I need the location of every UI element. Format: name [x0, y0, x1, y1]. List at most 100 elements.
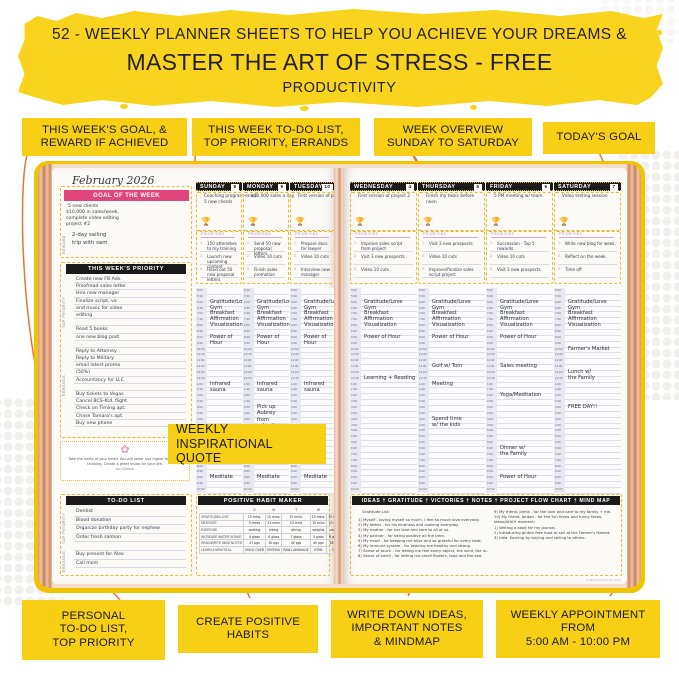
- day-schedule-grid[interactable]: 5:00 5:30 6:00 6:30 7:00 7:30 8:00 8:30 9:00 9:30…: [350, 288, 417, 494]
- day-priority-row[interactable]: 3. Finish sales promotion: [247, 266, 285, 278]
- day-header-sunday[interactable]: SUNDAY 8: [196, 182, 242, 191]
- schedule-event[interactable]: Farmer's Market: [568, 345, 610, 352]
- callout-appointments[interactable]: WEEKLY APPOINTMENT FROM 5:00 AM - 10:00 …: [496, 600, 660, 658]
- habit-row[interactable]: LEARN A NEW SKILL VOICE OVER EDITING RAW LA…: [199, 546, 335, 554]
- todo-item[interactable]: Dentist: [74, 508, 186, 517]
- priority-item[interactable]: Buy tickets to Vegas: [74, 391, 186, 399]
- todo-item[interactable]: Order fresh salmon: [74, 534, 186, 543]
- todo-item[interactable]: Blood donation: [74, 517, 186, 526]
- schedule-event[interactable]: Dinner w/ the Family: [500, 444, 527, 458]
- habit-cell[interactable]: EDITING: [265, 546, 283, 554]
- schedule-event[interactable]: Gratitude/Love: [210, 298, 249, 305]
- schedule-event[interactable]: Gym: [432, 304, 445, 311]
- habit-cell[interactable]: 5 times: [242, 519, 267, 528]
- habit-row[interactable]: INCREASE WATER INTAKE 4 glass 6 glass 7 gla…: [199, 532, 335, 541]
- schedule-event[interactable]: Affirmation: [500, 316, 529, 323]
- habit-cell[interactable]: 47 pgs: [242, 539, 267, 548]
- schedule-event[interactable]: Gratitude/Love: [257, 298, 296, 305]
- schedule-event[interactable]: Visualization: [210, 322, 243, 329]
- callout-goal-reward[interactable]: THIS WEEK'S GOAL, & REWARD IF ACHIEVED: [22, 118, 187, 156]
- schedule-event[interactable]: Breakfast: [500, 310, 525, 317]
- habit-cell[interactable]: 40 pgs: [309, 539, 328, 548]
- habit-cell[interactable]: 15 mins: [309, 519, 328, 528]
- day-goal-area[interactable]: $10,000 sales a day ⋮: [243, 194, 294, 220]
- habit-cell[interactable]: 4 glass: [242, 532, 267, 541]
- habit-cell[interactable]: hiking: [265, 526, 283, 534]
- schedule-event[interactable]: Visualization: [257, 322, 290, 329]
- schedule-event[interactable]: Spend time w/ the kids: [432, 415, 462, 429]
- habit-cell[interactable]: 42 pgs: [281, 539, 311, 548]
- day-priority-row[interactable]: 2. Video 10 cuts: [490, 253, 549, 265]
- day-priority-row[interactable]: 2. Video 10 cuts: [247, 253, 285, 265]
- schedule-event[interactable]: Affirmation: [210, 316, 239, 323]
- schedule-event[interactable]: Power of Hour: [500, 474, 537, 481]
- schedule-event[interactable]: Gym: [210, 304, 223, 311]
- schedule-event[interactable]: Visualization: [364, 322, 397, 329]
- habit-row[interactable]: READ/WRITE MIND NOTES 47 pgs 50 pgs 42 pgs 4…: [199, 539, 335, 548]
- day-priority-row[interactable]: 2. Video 10 cuts: [294, 253, 332, 265]
- day-priority-row[interactable]: 1. Improve sales script from project: [354, 240, 413, 252]
- schedule-event[interactable]: Learning + Reading: [364, 374, 416, 381]
- personal-todo-list[interactable]: Dentist Blood donation Organize birthday p…: [74, 508, 186, 569]
- priority-item[interactable]: email latest promo: [74, 362, 186, 370]
- schedule-event[interactable]: Breakfast: [304, 310, 329, 317]
- priority-item[interactable]: Finalize script, vo: [74, 298, 186, 305]
- priority-item[interactable]: Buy new phone: [74, 420, 186, 427]
- schedule-event[interactable]: Meeting: [432, 380, 453, 387]
- day-header-thursday[interactable]: THURSDAY 5: [418, 182, 485, 191]
- day-goal-area[interactable]: First version of project 1⋮: [290, 194, 335, 220]
- weekly-priority-list[interactable]: Create new FB Ads. Proofread sales letter…: [74, 276, 186, 427]
- habit-cell[interactable]: VOICE OVER: [242, 546, 267, 554]
- day-priority-row[interactable]: 1. Prepare docs for lawyer: [294, 240, 332, 252]
- day-priority-row[interactable]: 1. 150 attendees to my training: [200, 240, 238, 252]
- habit-cell[interactable]: 15 mins.: [242, 513, 267, 521]
- habit-cell[interactable]: walking: [242, 526, 267, 534]
- day-goal-area[interactable]: Coaching program-enroll 5 new clients ⋮: [196, 194, 257, 220]
- priority-item[interactable]: Chase Tamara's apt.: [74, 413, 186, 420]
- priority-item[interactable]: [74, 341, 186, 348]
- schedule-event[interactable]: Sales meeting: [500, 363, 537, 370]
- schedule-event[interactable]: Gratitude/Love: [304, 298, 335, 305]
- todo-list-box[interactable]: [60, 494, 192, 576]
- schedule-event[interactable]: Breakfast: [568, 310, 593, 317]
- habit-row[interactable]: EXERCISEwalkinghikingbikingweightscardio…: [199, 526, 335, 534]
- habit-cell[interactable]: 5 glass: [309, 532, 328, 541]
- schedule-event[interactable]: Lunch w/ the Family: [568, 368, 595, 382]
- day-priority-row[interactable]: 3. Time off: [558, 266, 617, 278]
- day-priority-row[interactable]: 2. Video 10 cuts: [422, 253, 481, 265]
- callout-week-overview[interactable]: WEEK OVERVIEW SUNDAY TO SATURDAY: [374, 118, 532, 156]
- habit-row[interactable]: GRATITUDE/LOVE 15 mins. 15 mins. 15 mins. 15…: [199, 513, 335, 521]
- priority-item[interactable]: and music for video: [74, 305, 186, 312]
- habit-cell[interactable]: 7 glass: [281, 532, 311, 541]
- habit-cell[interactable]: RAW LANGUAGE: [281, 546, 311, 554]
- schedule-event[interactable]: Power of Hour: [364, 333, 401, 340]
- day-priority-row[interactable]: 1. Write new blog for week.: [558, 240, 617, 252]
- habit-cell[interactable]: 15 mins: [265, 519, 283, 528]
- schedule-event[interactable]: Meditate: [257, 474, 280, 481]
- goal-of-week-box[interactable]: [60, 186, 192, 258]
- priority-item[interactable]: editing: [74, 312, 186, 320]
- schedule-event[interactable]: Visualization: [432, 322, 465, 329]
- schedule-event[interactable]: Meditate: [304, 474, 327, 481]
- habit-cell[interactable]: 15 mins.: [281, 513, 311, 521]
- habit-cell[interactable]: 6 glass: [265, 532, 283, 541]
- day-goal-area[interactable]: Finish my tasks before noon ⋮: [418, 194, 485, 220]
- schedule-event[interactable]: Power of Hour: [432, 333, 469, 340]
- schedule-event[interactable]: Gym: [568, 304, 581, 311]
- schedule-event[interactable]: Gratitude/Love: [500, 298, 539, 305]
- schedule-event[interactable]: FREE DAY!!: [568, 404, 598, 410]
- priority-item[interactable]: Create new FB Ads.: [74, 276, 186, 284]
- priority-item[interactable]: Proofread sales letter: [74, 283, 186, 291]
- day-priority-row[interactable]: 2. Reflect on the week.: [558, 253, 617, 265]
- day-schedule-grid[interactable]: 5:00 5:30 6:00 6:30 7:00 7:30 8:00 8:30 9:00 9:30…: [290, 288, 335, 494]
- priority-item[interactable]: Read 5 books: [74, 326, 186, 334]
- schedule-event[interactable]: Golf w/ Tom: [432, 363, 463, 370]
- day-goal-area[interactable]: Video testing session ⋮: [554, 194, 621, 220]
- priority-item[interactable]: Reply to Military: [74, 355, 186, 363]
- schedule-event[interactable]: Gym: [500, 304, 513, 311]
- priority-item[interactable]: Hire new manager: [74, 290, 186, 298]
- day-priority-row[interactable]: 3. Interview new manager: [294, 266, 332, 278]
- schedule-event[interactable]: Affirmation: [304, 316, 333, 323]
- callout-weekly-quote-overlay[interactable]: WEEKLY INSPIRATIONAL QUOTE: [168, 422, 326, 465]
